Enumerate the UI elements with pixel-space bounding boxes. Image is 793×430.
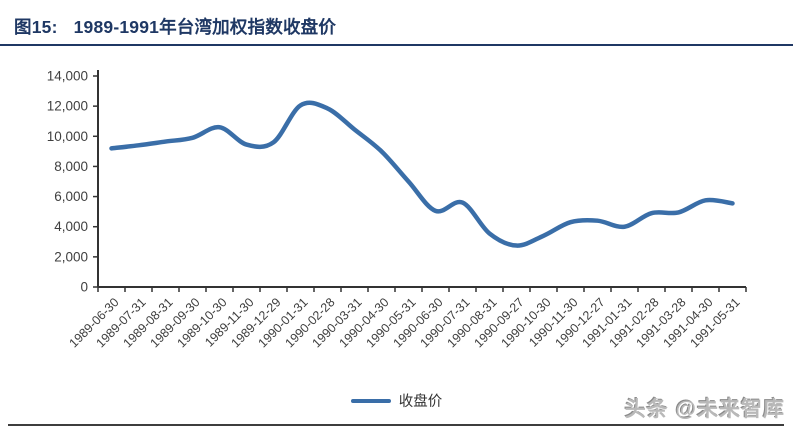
chart-header: 图15: 1989-1991年台湾加权指数收盘价 [0, 0, 793, 46]
y-tick-label: 4,000 [54, 219, 88, 234]
line-chart: 02,0004,0006,0008,00010,00012,00014,0001… [47, 69, 747, 350]
bottom-divider [8, 424, 784, 426]
figure-number-label: 图15: [14, 17, 58, 37]
series-line [109, 100, 735, 248]
chart-title: 1989-1991年台湾加权指数收盘价 [73, 17, 337, 37]
y-tick-label: 2,000 [54, 249, 88, 264]
y-tick-label: 10,000 [47, 129, 88, 144]
y-tick-label: 0 [80, 280, 88, 295]
y-tick-label: 8,000 [54, 159, 88, 174]
chart-legend: 收盘价 [0, 390, 793, 411]
y-tick-label: 12,000 [47, 99, 88, 114]
watermark-text: 头条 @未来智库 [624, 398, 785, 421]
legend-series-label: 收盘价 [398, 394, 443, 410]
y-tick-label: 6,000 [54, 189, 88, 204]
series-line-swatch-icon [350, 398, 391, 403]
y-tick-label: 14,000 [47, 69, 88, 84]
